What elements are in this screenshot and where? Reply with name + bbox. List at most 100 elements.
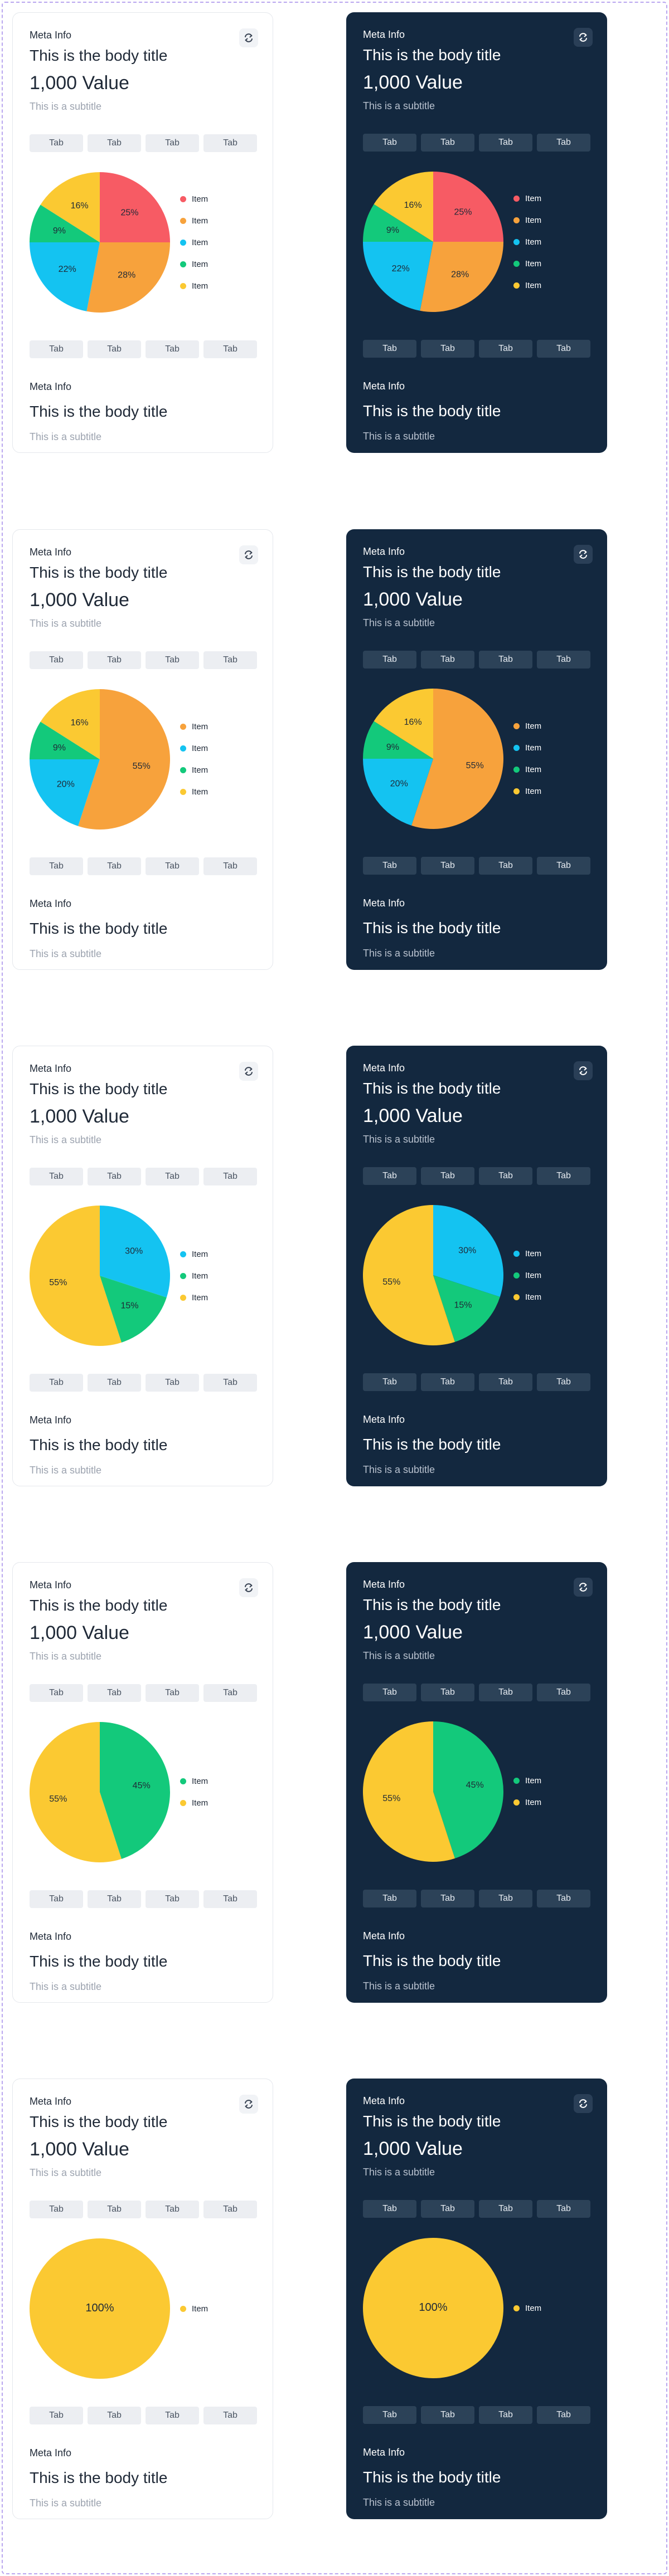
legend-item-2[interactable]: Item	[180, 1792, 258, 1814]
legend-item-1[interactable]: Item	[513, 2297, 592, 2319]
tab-top-2[interactable]: Tab	[421, 1684, 474, 1701]
legend-item-1[interactable]: Item	[513, 1243, 592, 1265]
tab-bottom-4[interactable]: Tab	[537, 1890, 590, 1907]
legend-item-1[interactable]: Item	[513, 1770, 592, 1792]
tab-bottom-2[interactable]: Tab	[421, 1890, 474, 1907]
tab-top-1[interactable]: Tab	[363, 651, 416, 669]
legend-item-2[interactable]: Item	[513, 1792, 592, 1813]
tab-top-3[interactable]: Tab	[146, 2201, 199, 2218]
tab-top-4[interactable]: Tab	[537, 1167, 590, 1185]
refresh-button[interactable]	[239, 1062, 258, 1081]
legend-item-1[interactable]: Item	[180, 716, 258, 738]
legend-item-2[interactable]: Item	[180, 738, 258, 759]
tab-bottom-1[interactable]: Tab	[363, 340, 416, 358]
tab-top-1[interactable]: Tab	[363, 134, 416, 152]
tab-top-4[interactable]: Tab	[203, 651, 257, 669]
refresh-button[interactable]	[574, 28, 593, 47]
tab-top-3[interactable]: Tab	[479, 134, 532, 152]
tab-bottom-2[interactable]: Tab	[88, 857, 141, 875]
tab-top-1[interactable]: Tab	[30, 651, 83, 669]
legend-item-1[interactable]: Item	[180, 1770, 258, 1792]
legend-item-3[interactable]: Item	[180, 232, 258, 253]
tab-top-4[interactable]: Tab	[203, 1168, 257, 1185]
tab-bottom-4[interactable]: Tab	[203, 340, 257, 358]
tab-bottom-4[interactable]: Tab	[203, 1890, 257, 1908]
tab-bottom-1[interactable]: Tab	[363, 857, 416, 875]
tab-bottom-3[interactable]: Tab	[146, 340, 199, 358]
tab-top-1[interactable]: Tab	[363, 2200, 416, 2218]
tab-top-4[interactable]: Tab	[203, 1684, 257, 1702]
tab-top-3[interactable]: Tab	[146, 1684, 199, 1702]
legend-item-2[interactable]: Item	[180, 1265, 258, 1287]
tab-top-2[interactable]: Tab	[88, 134, 141, 152]
tab-bottom-2[interactable]: Tab	[88, 1890, 141, 1908]
tab-top-4[interactable]: Tab	[203, 134, 257, 152]
tab-bottom-3[interactable]: Tab	[146, 1890, 199, 1908]
tab-top-4[interactable]: Tab	[537, 651, 590, 669]
tab-top-2[interactable]: Tab	[88, 651, 141, 669]
tab-bottom-4[interactable]: Tab	[203, 857, 257, 875]
tab-top-2[interactable]: Tab	[421, 651, 474, 669]
tab-bottom-2[interactable]: Tab	[88, 340, 141, 358]
tab-bottom-2[interactable]: Tab	[421, 857, 474, 875]
tab-top-3[interactable]: Tab	[479, 651, 532, 669]
tab-bottom-1[interactable]: Tab	[363, 1890, 416, 1907]
refresh-button[interactable]	[239, 545, 258, 564]
tab-top-4[interactable]: Tab	[537, 2200, 590, 2218]
refresh-button[interactable]	[574, 2094, 593, 2113]
tab-bottom-4[interactable]: Tab	[203, 1374, 257, 1392]
tab-bottom-1[interactable]: Tab	[30, 1890, 83, 1908]
refresh-button[interactable]	[239, 1578, 258, 1597]
tab-bottom-3[interactable]: Tab	[146, 1374, 199, 1392]
legend-item-4[interactable]: Item	[513, 253, 592, 275]
tab-top-1[interactable]: Tab	[30, 134, 83, 152]
tab-top-3[interactable]: Tab	[146, 1168, 199, 1185]
tab-bottom-4[interactable]: Tab	[537, 340, 590, 358]
tab-bottom-4[interactable]: Tab	[537, 2406, 590, 2424]
tab-top-2[interactable]: Tab	[421, 2200, 474, 2218]
tab-bottom-1[interactable]: Tab	[30, 340, 83, 358]
tab-bottom-3[interactable]: Tab	[479, 340, 532, 358]
tab-top-4[interactable]: Tab	[203, 2201, 257, 2218]
tab-top-2[interactable]: Tab	[421, 134, 474, 152]
tab-top-1[interactable]: Tab	[30, 2201, 83, 2218]
legend-item-1[interactable]: Item	[180, 188, 258, 210]
legend-item-2[interactable]: Item	[513, 737, 592, 759]
tab-bottom-3[interactable]: Tab	[479, 857, 532, 875]
tab-top-1[interactable]: Tab	[363, 1684, 416, 1701]
tab-top-3[interactable]: Tab	[479, 1167, 532, 1185]
legend-item-2[interactable]: Item	[513, 209, 592, 231]
legend-item-1[interactable]: Item	[180, 1243, 258, 1265]
tab-bottom-2[interactable]: Tab	[88, 2407, 141, 2424]
legend-item-3[interactable]: Item	[180, 759, 258, 781]
refresh-button[interactable]	[574, 1578, 593, 1597]
tab-top-2[interactable]: Tab	[421, 1167, 474, 1185]
tab-bottom-2[interactable]: Tab	[421, 2406, 474, 2424]
refresh-button[interactable]	[239, 2095, 258, 2114]
legend-item-3[interactable]: Item	[180, 1287, 258, 1309]
tab-bottom-1[interactable]: Tab	[30, 1374, 83, 1392]
legend-item-2[interactable]: Item	[180, 210, 258, 232]
refresh-button[interactable]	[574, 1061, 593, 1080]
legend-item-4[interactable]: Item	[513, 780, 592, 802]
tab-bottom-1[interactable]: Tab	[363, 2406, 416, 2424]
tab-top-1[interactable]: Tab	[30, 1684, 83, 1702]
refresh-button[interactable]	[239, 28, 258, 47]
legend-item-4[interactable]: Item	[180, 253, 258, 275]
tab-top-1[interactable]: Tab	[363, 1167, 416, 1185]
tab-bottom-1[interactable]: Tab	[363, 1373, 416, 1391]
legend-item-3[interactable]: Item	[513, 759, 592, 780]
tab-bottom-1[interactable]: Tab	[30, 857, 83, 875]
legend-item-1[interactable]: Item	[513, 188, 592, 209]
legend-item-5[interactable]: Item	[513, 275, 592, 296]
tab-top-2[interactable]: Tab	[88, 1168, 141, 1185]
tab-bottom-1[interactable]: Tab	[30, 2407, 83, 2424]
legend-item-3[interactable]: Item	[513, 231, 592, 253]
tab-top-3[interactable]: Tab	[479, 2200, 532, 2218]
tab-bottom-3[interactable]: Tab	[146, 857, 199, 875]
tab-bottom-2[interactable]: Tab	[421, 340, 474, 358]
legend-item-1[interactable]: Item	[180, 2298, 258, 2320]
tab-bottom-3[interactable]: Tab	[479, 1373, 532, 1391]
tab-bottom-4[interactable]: Tab	[537, 1373, 590, 1391]
tab-top-2[interactable]: Tab	[88, 1684, 141, 1702]
